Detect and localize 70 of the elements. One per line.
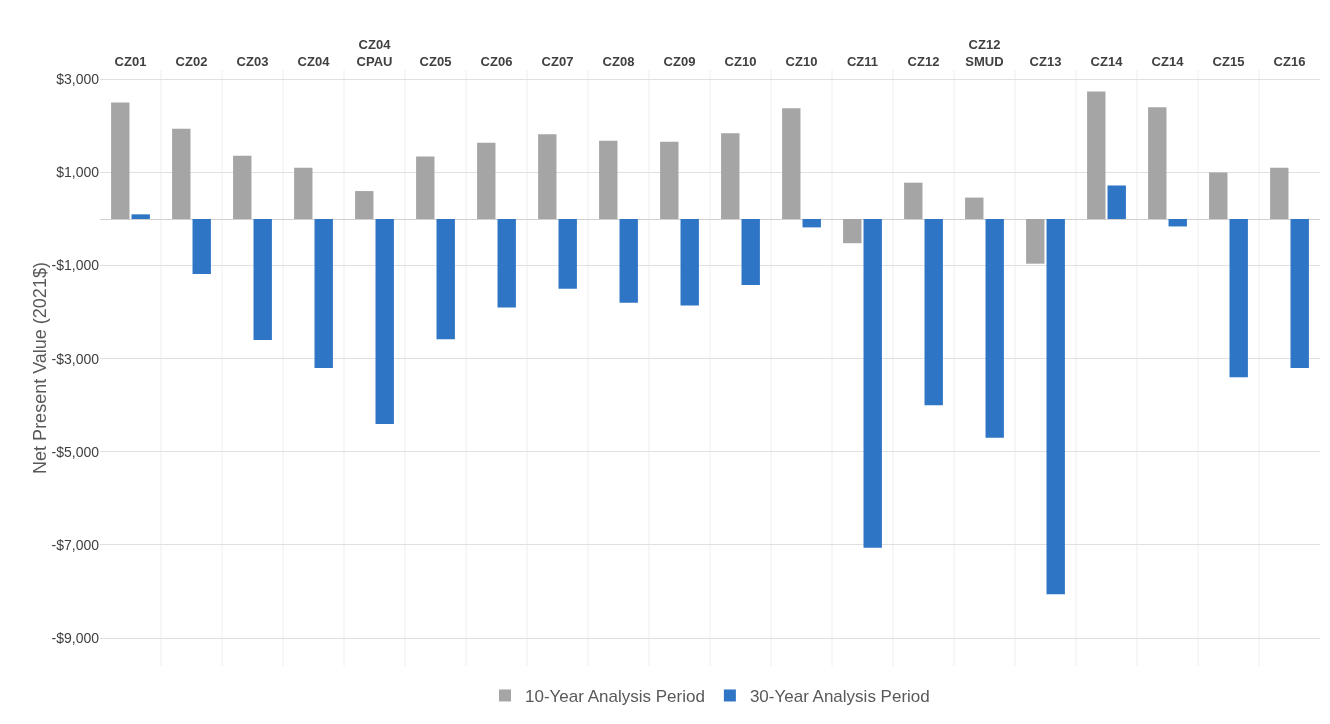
bar <box>1148 107 1167 219</box>
x-tick-label: CZ09 <box>663 54 696 70</box>
bar <box>1229 219 1248 378</box>
x-tick-label: CZ14 <box>1151 54 1185 70</box>
x-tick-label: CZ10 <box>785 54 818 70</box>
bar <box>233 155 252 219</box>
bar <box>416 156 435 219</box>
bar <box>1107 185 1126 219</box>
bar <box>985 219 1004 438</box>
x-tick-label: CZ04 <box>297 54 331 70</box>
bar <box>721 133 740 219</box>
bar <box>1026 219 1045 264</box>
x-tick-label: CZ08 <box>602 54 635 70</box>
bar <box>863 219 882 548</box>
bar <box>904 182 923 219</box>
bar <box>192 219 211 274</box>
bar <box>375 219 394 424</box>
x-tick-label: CZ13 <box>1029 54 1062 70</box>
bar <box>1087 91 1106 219</box>
bar <box>172 128 191 219</box>
y-tick-label: -$7,000 <box>51 536 100 553</box>
legend-label: 10-Year Analysis Period <box>525 687 705 707</box>
bar <box>619 219 638 303</box>
bar <box>253 219 272 341</box>
bar <box>782 108 801 219</box>
x-tick-label: CZ15 <box>1212 54 1245 70</box>
x-tick-label: CZ05 <box>419 54 452 70</box>
bar <box>355 191 374 219</box>
y-tick-label: -$9,000 <box>51 629 100 646</box>
bar <box>1046 219 1065 595</box>
x-tick-label: CZ10 <box>724 54 757 70</box>
bar <box>436 219 455 340</box>
x-tick-label: CZ12 <box>907 54 940 70</box>
bar <box>741 219 760 286</box>
bar <box>538 134 557 219</box>
y-tick-label: $3,000 <box>56 71 100 88</box>
bar <box>477 142 496 219</box>
bar <box>924 219 943 406</box>
x-tick-label: CZ07 <box>541 54 574 70</box>
bar <box>843 219 862 244</box>
x-tick-label: CZ16 <box>1273 54 1306 70</box>
bar <box>599 140 618 219</box>
bar <box>1168 219 1187 227</box>
bar <box>497 219 516 308</box>
bar <box>660 141 679 219</box>
x-tick-label: CZ12 SMUD <box>965 37 1004 70</box>
x-tick-label: CZ04 CPAU <box>356 37 393 70</box>
bar <box>680 219 699 306</box>
legend-label: 30-Year Analysis Period <box>749 687 930 707</box>
y-tick-label: -$3,000 <box>51 350 100 367</box>
x-tick-label: CZ14 <box>1090 54 1124 70</box>
y-tick-label: -$5,000 <box>51 443 100 460</box>
bar <box>1290 219 1309 368</box>
bar <box>558 219 577 289</box>
bar <box>1270 167 1289 219</box>
bar <box>965 197 984 219</box>
y-axis-title: Net Present Value (2021$) <box>29 262 50 474</box>
bar <box>294 167 313 219</box>
x-tick-label: CZ11 <box>846 54 879 70</box>
y-tick-label: -$1,000 <box>51 257 100 274</box>
x-tick-label: CZ02 <box>175 54 208 70</box>
x-tick-label: CZ01 <box>114 54 147 70</box>
bar <box>802 219 821 228</box>
bar <box>131 214 150 219</box>
y-tick-label: $1,000 <box>56 164 100 181</box>
x-tick-label: CZ06 <box>480 54 513 70</box>
bar <box>1209 172 1228 219</box>
bar <box>111 102 130 219</box>
bar <box>314 219 333 368</box>
x-tick-label: CZ03 <box>236 54 269 70</box>
